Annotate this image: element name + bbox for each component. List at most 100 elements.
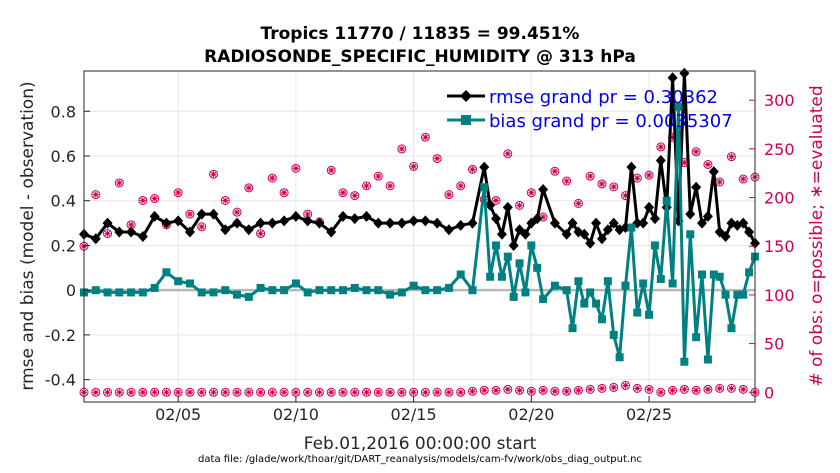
obs-possible-point bbox=[656, 387, 666, 397]
rmse-point bbox=[602, 224, 613, 236]
bias-point bbox=[421, 286, 430, 295]
obs-possible-point bbox=[562, 386, 572, 396]
obs-evaluated-point bbox=[222, 197, 229, 204]
obs-possible-point bbox=[114, 178, 124, 188]
y-tick-label: 0.6 bbox=[51, 147, 76, 166]
obs-evaluated-point bbox=[363, 389, 370, 396]
bias-point bbox=[115, 288, 124, 297]
obs-possible-point bbox=[479, 385, 489, 395]
obs-evaluated-point bbox=[587, 173, 594, 180]
obs-possible-point bbox=[91, 387, 101, 397]
rmse-point bbox=[679, 67, 690, 79]
rmse-point bbox=[479, 161, 490, 173]
obs-possible-point bbox=[197, 222, 207, 232]
obs-evaluated-point bbox=[234, 389, 241, 396]
obs-possible-point bbox=[150, 387, 160, 397]
bias-point bbox=[162, 268, 171, 277]
obs-possible-point bbox=[503, 384, 513, 394]
bias-point bbox=[698, 270, 707, 279]
legend: rmse grand pr = 0.30362 bias grand pr = … bbox=[447, 87, 733, 132]
bias-point bbox=[521, 288, 530, 297]
plot-frame bbox=[83, 70, 756, 403]
obs-evaluated-point bbox=[92, 389, 99, 396]
obs-evaluated-point bbox=[669, 134, 676, 141]
obs-evaluated-point bbox=[269, 175, 276, 182]
rmse-point bbox=[638, 217, 649, 229]
bias-point bbox=[315, 286, 324, 295]
obs-possible-point bbox=[185, 387, 195, 397]
obs-possible-point bbox=[114, 387, 124, 397]
bias-point bbox=[244, 292, 253, 301]
obs-evaluated-point bbox=[116, 179, 123, 186]
bias-point bbox=[233, 290, 242, 299]
obs-evaluated-point bbox=[622, 382, 629, 389]
bias-point bbox=[597, 315, 606, 324]
obs-evaluated-point bbox=[269, 389, 276, 396]
obs-possible-point bbox=[467, 164, 477, 174]
rmse-point bbox=[432, 217, 443, 229]
obs-evaluated-point bbox=[493, 197, 500, 204]
obs-evaluated-point bbox=[728, 153, 735, 160]
rmse-point bbox=[685, 208, 696, 220]
obs-evaluated-point bbox=[257, 389, 264, 396]
rmse-point bbox=[408, 215, 419, 227]
rmse-point bbox=[420, 215, 431, 227]
obs-evaluated-point bbox=[292, 389, 299, 396]
obs-evaluated-point bbox=[681, 386, 688, 393]
obs-possible-point bbox=[585, 384, 595, 394]
bias-point bbox=[562, 286, 571, 295]
obs-possible-point bbox=[679, 384, 689, 394]
obs-evaluated-point bbox=[716, 385, 723, 392]
obs-evaluated-point bbox=[104, 389, 111, 396]
obs-evaluated-point bbox=[339, 189, 346, 196]
obs-possible-point bbox=[350, 387, 360, 397]
obs-possible-point bbox=[397, 387, 407, 397]
bias-point bbox=[503, 252, 512, 261]
legend-bias-label: bias grand pr = 0.0035307 bbox=[489, 111, 733, 132]
obs-possible-point bbox=[597, 383, 607, 393]
obs-evaluated-point bbox=[387, 389, 394, 396]
obs-possible-point bbox=[491, 195, 501, 205]
obs-possible-point bbox=[738, 174, 748, 184]
obs-possible-point bbox=[244, 387, 254, 397]
bias-point bbox=[592, 299, 601, 308]
obs-evaluated-point bbox=[210, 389, 217, 396]
rmse-point bbox=[149, 210, 160, 222]
obs-evaluated-point bbox=[646, 172, 653, 179]
y-tick-label: 0.8 bbox=[51, 102, 76, 121]
obs-possible-point bbox=[726, 383, 736, 393]
rmse-point bbox=[326, 226, 337, 238]
obs-possible-point bbox=[503, 149, 513, 159]
bias-point bbox=[362, 286, 371, 295]
obs-evaluated-point bbox=[328, 389, 335, 396]
obs-possible-point bbox=[291, 163, 301, 173]
obs-possible-point bbox=[420, 132, 430, 142]
rmse-point bbox=[697, 217, 708, 229]
obs-evaluated-point bbox=[210, 171, 217, 178]
obs-evaluated-point bbox=[245, 184, 252, 191]
rmse-point bbox=[361, 210, 372, 222]
obs-possible-point bbox=[456, 181, 466, 191]
legend-rmse-marker bbox=[460, 90, 472, 102]
obs-possible-point bbox=[138, 195, 148, 205]
obs-possible-point bbox=[491, 385, 501, 395]
rmse-point bbox=[279, 215, 290, 227]
obs-evaluated-point bbox=[457, 389, 464, 396]
obs-evaluated-point bbox=[128, 389, 135, 396]
obs-evaluated-point bbox=[681, 159, 688, 166]
obs-possible-point bbox=[267, 173, 277, 183]
obs-possible-point bbox=[232, 387, 242, 397]
obs-possible-point bbox=[373, 387, 383, 397]
obs-evaluated-point bbox=[516, 387, 523, 394]
bias-point bbox=[397, 288, 406, 297]
obs-possible-point bbox=[314, 387, 324, 397]
y2-tick-label: 200 bbox=[764, 189, 795, 208]
x-tick-label: 02/10 bbox=[273, 405, 319, 424]
obs-possible-point bbox=[267, 387, 277, 397]
obs-evaluated-point bbox=[351, 389, 358, 396]
bias-point bbox=[680, 357, 689, 366]
bias-point bbox=[639, 279, 648, 288]
obs-possible-series bbox=[79, 380, 760, 397]
rmse-point bbox=[496, 228, 507, 240]
bias-point bbox=[650, 241, 659, 250]
